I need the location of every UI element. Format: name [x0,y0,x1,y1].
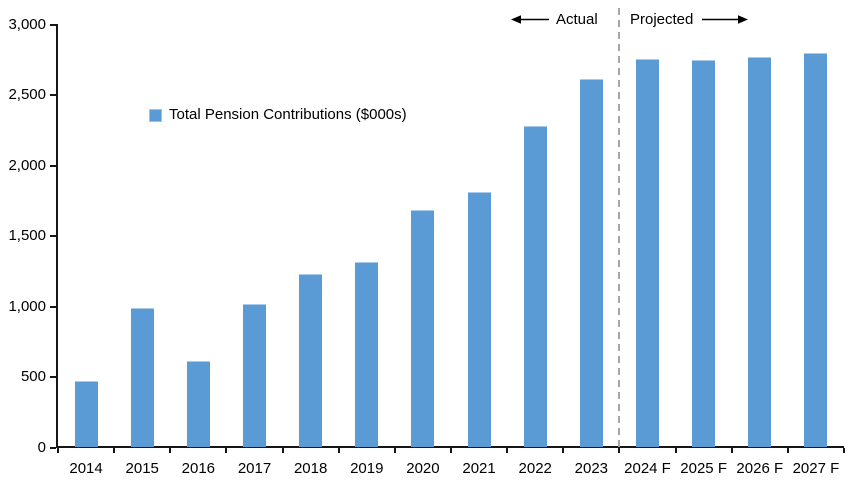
bar-2021 [467,191,491,448]
y-axis-label: 2,000 [8,156,46,174]
x-axis-label: 2026 F [736,460,784,477]
right-arrow-icon [702,15,748,24]
y-axis-tick [50,23,56,26]
bar-2018 [299,274,323,448]
bar-2023 [579,78,603,448]
projected-label: Projected [630,11,694,28]
y-axis-label: 1,000 [8,297,46,315]
x-axis-label: 2027 F [792,460,840,477]
x-axis-label: 2018 [293,460,328,477]
y-axis-tick [50,235,56,237]
x-axis-tick [506,448,509,453]
x-axis-label: 2023 [574,460,609,477]
y-axis-tick [50,446,56,449]
bar-2025-f [692,60,716,448]
left-arrow-icon [511,15,549,24]
actual-projected-divider [618,8,621,448]
bar-2024-f [636,59,659,448]
y-axis-label: 3,000 [8,15,46,33]
x-axis-tick [843,448,845,453]
bar-2015 [130,307,154,448]
bar-2022 [523,126,547,448]
x-axis-label: 2015 [125,460,159,477]
x-axis-tick [562,448,565,453]
actual-label: Actual [556,11,598,28]
x-axis-tick [337,448,340,453]
x-axis-tick [393,448,396,453]
bar-2027-f [804,53,828,448]
x-axis-label: 2020 [406,460,440,477]
y-axis-tick [50,376,56,378]
x-axis-label: 2022 [518,460,552,477]
bar-2017 [243,303,266,448]
bar-2014 [74,381,98,448]
x-axis-line [56,446,844,448]
y-axis-label: 500 [20,368,46,385]
x-axis-label: 2019 [350,460,384,477]
x-axis-tick [169,448,172,453]
legend-label: Total Pension Contributions ($000s) [169,106,407,123]
x-axis-tick [674,448,677,453]
y-axis-tick [50,164,56,167]
x-axis-label: 2017 [237,460,272,477]
x-axis-label: 2024 F [624,460,671,477]
bar-2026-f [748,56,772,448]
x-axis-tick [786,448,789,453]
x-axis-label: 2014 [69,460,103,477]
y-axis-label: 2,500 [8,86,46,103]
x-axis-tick [450,448,452,453]
x-axis-tick [618,448,621,453]
y-axis-line [56,24,58,448]
x-axis-tick [730,448,733,453]
bar-2020 [411,209,435,448]
y-axis-tick [50,305,56,308]
legend-marker-icon [149,108,162,122]
y-axis-label: 0 [37,438,46,456]
x-axis-label: 2021 [462,460,496,477]
x-axis-tick [281,448,284,453]
x-axis-tick [57,448,59,453]
bar-2019 [355,262,379,448]
legend: Total Pension Contributions ($000s) [149,106,407,124]
x-axis-tick [225,448,228,453]
y-axis-tick [50,94,56,96]
x-axis-label: 2016 [181,460,216,477]
y-axis-label: 1,500 [8,227,46,244]
x-axis-tick [113,448,116,453]
x-axis-label: 2025 F [680,460,727,477]
bar-2016 [186,361,210,448]
